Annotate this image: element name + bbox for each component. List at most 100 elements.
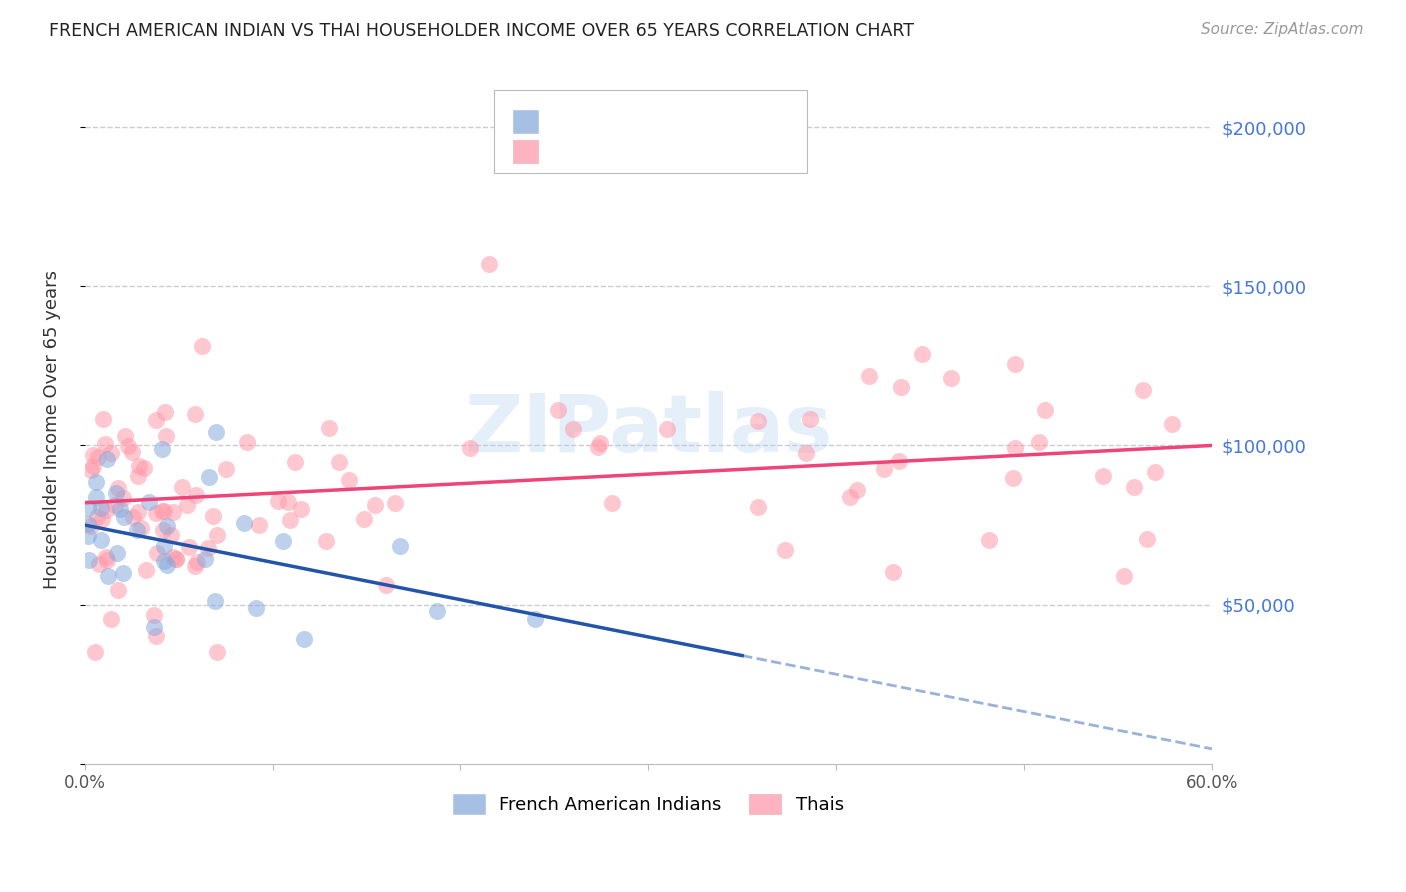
Point <box>82 448 104 462</box>
Point <box>184 488 207 502</box>
Point <box>235 434 257 449</box>
Point <box>112 509 135 524</box>
Point <box>205 645 228 659</box>
Point <box>364 498 387 512</box>
Point <box>82 458 104 473</box>
Point <box>104 498 127 512</box>
Point <box>273 534 295 549</box>
Point <box>155 405 177 419</box>
Point <box>846 483 869 497</box>
Point <box>562 422 585 436</box>
Point <box>1091 469 1114 483</box>
Point <box>129 521 152 535</box>
Point <box>96 549 118 564</box>
Point <box>121 445 143 459</box>
Point <box>138 495 160 509</box>
Point <box>97 569 120 583</box>
Point <box>205 425 228 439</box>
Point <box>112 491 135 505</box>
Legend: French American Indians, Thais: French American Indians, Thais <box>446 787 851 822</box>
Y-axis label: Householder Income Over 65 years: Householder Income Over 65 years <box>44 270 60 589</box>
Point <box>215 462 238 476</box>
Point <box>80 462 103 476</box>
Point <box>111 566 134 580</box>
Point <box>1112 569 1135 583</box>
Point <box>86 490 108 504</box>
Point <box>384 496 406 510</box>
Point <box>315 533 337 548</box>
Point <box>979 533 1001 548</box>
Text: R = -0.390   N=  34: R = -0.390 N= 34 <box>550 114 727 132</box>
Point <box>107 481 129 495</box>
Point <box>657 422 679 436</box>
Point <box>889 453 911 467</box>
Point <box>145 506 167 520</box>
Point <box>198 469 221 483</box>
Point <box>747 500 769 514</box>
Point <box>1135 532 1157 546</box>
Point <box>96 553 118 567</box>
Point <box>165 551 187 566</box>
Point <box>150 442 173 456</box>
Point <box>86 509 108 524</box>
Point <box>142 607 165 622</box>
Point <box>100 612 122 626</box>
Point <box>152 523 174 537</box>
Point <box>1028 435 1050 450</box>
Point <box>201 508 224 523</box>
Point <box>337 473 360 487</box>
Point <box>858 369 880 384</box>
Point <box>96 452 118 467</box>
Point <box>245 601 267 615</box>
Point <box>375 578 398 592</box>
Point <box>162 550 184 565</box>
Point <box>197 541 219 555</box>
Point <box>186 555 208 569</box>
Point <box>796 446 818 460</box>
Point <box>135 563 157 577</box>
Point <box>87 450 110 464</box>
Point <box>108 502 131 516</box>
Point <box>127 505 149 519</box>
Point <box>127 468 149 483</box>
Point <box>79 553 101 567</box>
Point <box>145 630 167 644</box>
Point <box>184 407 207 421</box>
Text: R =   0.210   N= 108: R = 0.210 N= 108 <box>550 145 737 162</box>
Point <box>890 380 912 394</box>
Point <box>114 428 136 442</box>
Point <box>524 612 547 626</box>
Point <box>232 516 254 530</box>
Point <box>93 437 115 451</box>
Point <box>353 512 375 526</box>
Point <box>290 502 312 516</box>
Point <box>184 559 207 574</box>
Point <box>153 503 176 517</box>
Point <box>477 257 499 271</box>
Point <box>1122 480 1144 494</box>
Point <box>267 493 290 508</box>
Point <box>458 441 481 455</box>
Point <box>941 371 963 385</box>
Point <box>162 505 184 519</box>
Point <box>284 454 307 468</box>
Point <box>80 519 103 533</box>
Point <box>388 539 411 553</box>
Point <box>747 414 769 428</box>
Point <box>278 512 301 526</box>
Point <box>1004 357 1026 371</box>
Point <box>277 494 299 508</box>
Point <box>176 498 198 512</box>
Point <box>165 552 187 566</box>
Point <box>94 503 117 517</box>
Point <box>150 504 173 518</box>
Point <box>204 593 226 607</box>
Point <box>128 459 150 474</box>
Point <box>132 460 155 475</box>
Point <box>122 509 145 524</box>
Point <box>77 529 100 543</box>
Point <box>159 528 181 542</box>
Point <box>179 540 201 554</box>
Point <box>105 546 128 560</box>
Point <box>91 412 114 426</box>
